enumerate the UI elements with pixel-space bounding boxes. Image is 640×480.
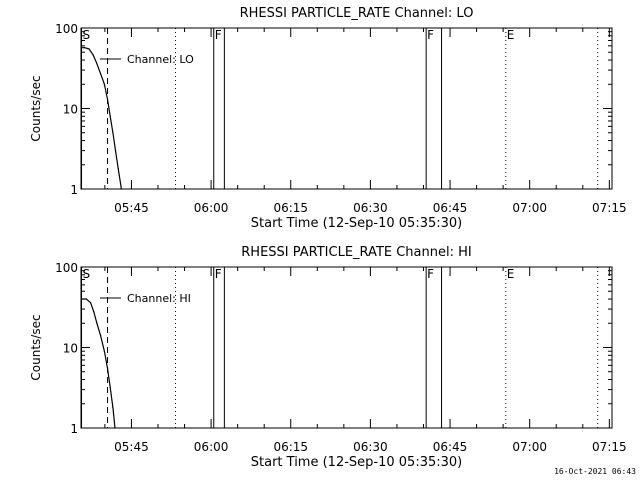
legend-label: Channel: HI <box>127 292 191 305</box>
data-point <box>114 427 116 429</box>
lo-channel-panel: RHESSI PARTICLE_RATE Channel: LO Counts/s… <box>29 6 627 231</box>
data-point <box>96 322 98 324</box>
data-point <box>93 310 95 313</box>
data-point <box>103 83 105 85</box>
y-tick-label: 1 <box>70 183 78 197</box>
x-axis-label: Start Time (12-Sep-10 05:35:30) <box>251 216 462 231</box>
x-tick-label: 07:00 <box>512 440 547 454</box>
footer-date: 16-Oct-2021 06:43 <box>554 467 636 476</box>
data-point <box>114 149 117 152</box>
data-point <box>106 98 109 100</box>
data-point <box>96 63 98 65</box>
data-point <box>100 335 102 337</box>
y-tick-label: 100 <box>55 22 78 36</box>
x-tick-label: 06:45 <box>433 440 468 454</box>
x-tick-label: 06:30 <box>353 440 388 454</box>
data-point <box>89 302 92 304</box>
y-axis-label: Counts/sec <box>29 75 43 141</box>
event-marker-label: F <box>215 28 222 42</box>
chart-title: RHESSI PARTICLE_RATE Channel: HI <box>241 245 471 260</box>
data-point <box>103 350 105 352</box>
data-point <box>100 73 102 75</box>
data-point <box>84 47 86 49</box>
x-tick-label: 06:15 <box>273 201 308 215</box>
data-point <box>80 47 83 49</box>
x-tick-label: 06:45 <box>433 201 468 215</box>
legend-label: Channel: LO <box>127 53 194 66</box>
event-marker-label: E <box>507 28 515 42</box>
x-tick-label: 06:30 <box>353 201 388 215</box>
y-tick-label: 1 <box>70 422 78 436</box>
data-point <box>88 48 90 50</box>
x-tick-label: 05:45 <box>114 440 149 454</box>
y-tick-label: 10 <box>63 342 78 356</box>
data-point <box>120 188 122 190</box>
data-point <box>106 367 109 370</box>
y-tick-label: 100 <box>55 261 78 275</box>
data-point <box>112 132 114 134</box>
y-axis-label: Counts/sec <box>29 314 43 380</box>
data-point <box>109 386 111 388</box>
data-point <box>92 54 94 56</box>
y-tick-label: 10 <box>63 103 78 117</box>
x-tick-label: 06:15 <box>273 440 308 454</box>
data-point <box>109 115 111 117</box>
x-tick-label: 07:15 <box>592 440 627 454</box>
event-marker-label: F <box>215 267 222 281</box>
data-point <box>112 406 114 409</box>
data-point <box>117 167 119 170</box>
event-marker-label: F <box>427 28 434 42</box>
chart-title: RHESSI PARTICLE_RATE Channel: LO <box>240 6 474 21</box>
x-axis-label: Start Time (12-Sep-10 05:35:30) <box>251 455 462 470</box>
x-tick-label: 07:15 <box>592 201 627 215</box>
x-tick-label: 06:00 <box>194 440 229 454</box>
event-marker-label: E <box>507 267 515 281</box>
data-point <box>80 298 83 300</box>
x-tick-label: 06:00 <box>194 201 229 215</box>
x-tick-label: 07:00 <box>512 201 547 215</box>
event-marker-label: F <box>427 267 434 281</box>
event-marker-label: S <box>83 267 91 281</box>
event-marker-label: S <box>83 28 91 42</box>
x-tick-label: 05:45 <box>114 201 149 215</box>
data-point <box>85 298 87 300</box>
hi-channel-panel: RHESSI PARTICLE_RATE Channel: HI Counts/s… <box>29 245 627 470</box>
